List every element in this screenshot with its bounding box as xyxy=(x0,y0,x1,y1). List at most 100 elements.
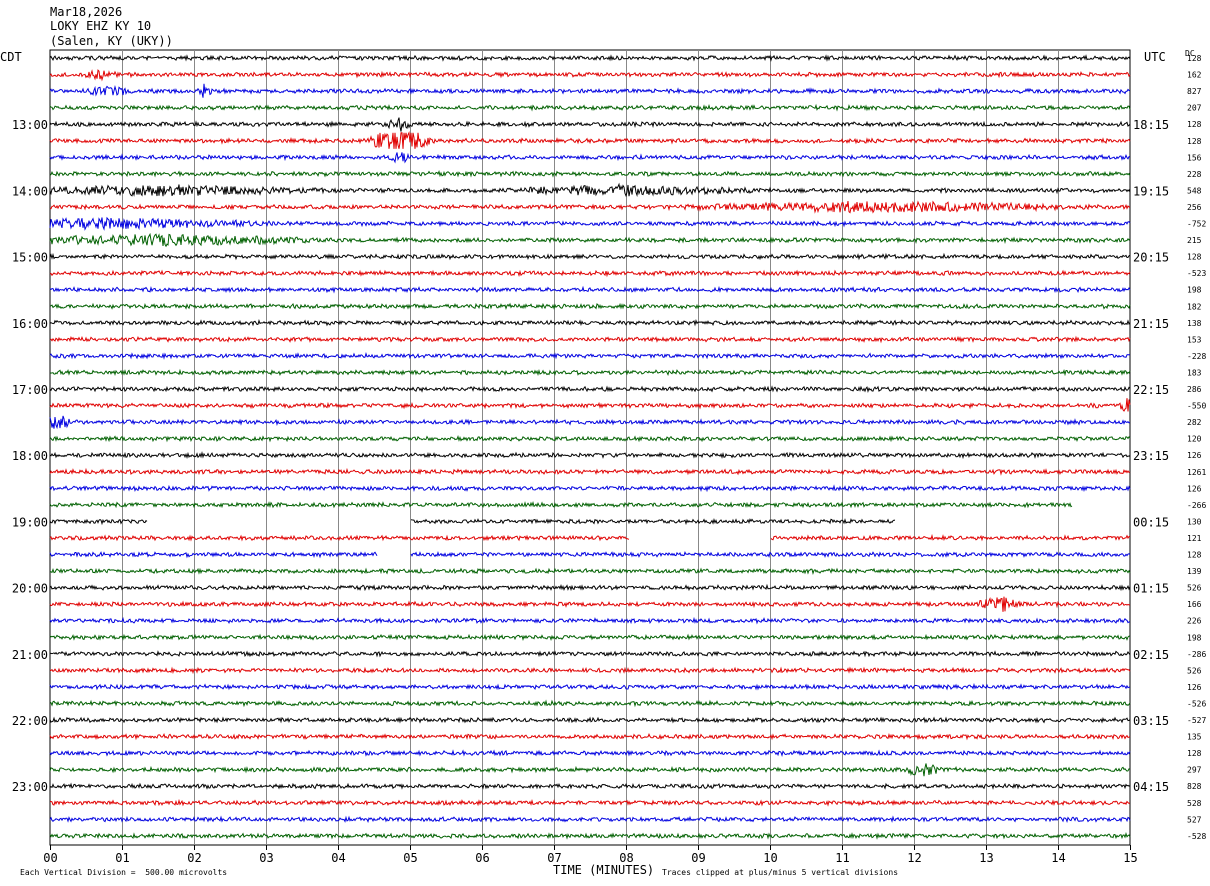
left-hour-label: 23:00 xyxy=(12,780,48,794)
header-date: Mar18,2026 xyxy=(50,5,123,19)
trace-row xyxy=(49,252,1131,261)
dc-label: DC xyxy=(1185,49,1195,58)
left-hour-label: 14:00 xyxy=(12,184,48,198)
dc-offset-label: 183 xyxy=(1187,368,1202,377)
dc-offset-label: 121 xyxy=(1187,534,1202,543)
trace-row xyxy=(49,435,1131,443)
right-hour-label: 18:15 xyxy=(1133,118,1169,132)
trace-row xyxy=(49,633,1131,641)
right-hour-label: 21:15 xyxy=(1133,317,1169,331)
trace-row xyxy=(49,699,1131,708)
dc-offset-label: -527 xyxy=(1187,716,1206,725)
trace-row xyxy=(49,517,896,526)
trace-row xyxy=(49,232,1131,248)
trace-row xyxy=(49,269,1131,278)
trace-row xyxy=(49,832,1131,840)
dc-offset-label: 228 xyxy=(1187,170,1202,179)
dc-offset-label: 128 xyxy=(1187,54,1202,63)
header-station: LOKY EHZ KY 10 xyxy=(50,19,152,33)
trace-row xyxy=(49,733,1131,741)
dc-offset-label: 153 xyxy=(1187,335,1202,344)
dc-offset-label: 226 xyxy=(1187,617,1202,626)
dc-offset-label: -550 xyxy=(1187,402,1206,411)
trace-row xyxy=(49,567,1131,576)
trace-row xyxy=(49,69,1131,82)
left-timezone-label: CDT xyxy=(0,50,22,64)
x-tick-label: 01 xyxy=(115,851,129,865)
x-tick-label: 03 xyxy=(259,851,273,865)
right-hour-label: 19:15 xyxy=(1133,184,1169,198)
right-hour-label: 02:15 xyxy=(1133,648,1169,662)
dc-offset-label: 827 xyxy=(1187,87,1202,96)
dc-offset-label: 128 xyxy=(1187,137,1202,146)
right-timezone-label: UTC xyxy=(1144,50,1166,64)
dc-offset-label: 135 xyxy=(1187,733,1202,742)
dc-offset-label: 128 xyxy=(1187,120,1202,129)
trace-row xyxy=(49,550,1131,559)
right-hour-label: 04:15 xyxy=(1133,780,1169,794)
x-tick-label: 04 xyxy=(331,851,345,865)
trace-row xyxy=(49,170,1131,178)
dc-offset-label: 198 xyxy=(1187,633,1202,642)
trace-row xyxy=(49,103,1131,112)
dc-offset-label: -286 xyxy=(1187,650,1206,659)
x-axis-label: TIME (MINUTES) xyxy=(553,863,655,877)
trace-row xyxy=(49,319,1131,327)
trace-row xyxy=(49,285,1131,294)
trace-row xyxy=(49,501,1073,509)
dc-offset-label: 128 xyxy=(1187,551,1202,560)
x-tick-label: 06 xyxy=(475,851,489,865)
trace-row xyxy=(49,596,1131,612)
dc-offset-label: 207 xyxy=(1187,104,1202,113)
scale-note: Each Vertical Division = 500.00 microvol… xyxy=(20,868,228,877)
trace-row xyxy=(49,131,1131,149)
x-tick-label: 12 xyxy=(907,851,921,865)
x-tick-label: 11 xyxy=(835,851,849,865)
dc-offset-label: 139 xyxy=(1187,567,1202,576)
right-hour-label: 20:15 xyxy=(1133,251,1169,265)
x-tick-label: 02 xyxy=(187,851,201,865)
left-hour-label: 18:00 xyxy=(12,449,48,463)
left-hour-label: 22:00 xyxy=(12,714,48,728)
trace-row xyxy=(49,54,1131,62)
dc-offset-label: -228 xyxy=(1187,352,1206,361)
trace-row xyxy=(49,533,1131,542)
x-tick-label: 10 xyxy=(763,851,777,865)
left-hour-label: 13:00 xyxy=(12,118,48,132)
dc-offset-label: 166 xyxy=(1187,600,1202,609)
trace-row xyxy=(49,451,1131,460)
trace-row xyxy=(49,182,1131,198)
dc-offset-label: 128 xyxy=(1187,253,1202,262)
trace-row xyxy=(49,815,1131,824)
dc-offset-label: 828 xyxy=(1187,782,1202,791)
plot-frame xyxy=(49,49,1131,846)
dc-offset-label: 215 xyxy=(1187,236,1202,245)
trace-row xyxy=(49,782,1131,790)
trace-row xyxy=(49,117,1131,132)
x-tick-label: 15 xyxy=(1123,851,1137,865)
trace-row xyxy=(49,352,1131,360)
header-location: (Salen, KY (UKY)) xyxy=(50,34,173,48)
dc-offset-label: -523 xyxy=(1187,269,1206,278)
left-hour-label: 19:00 xyxy=(12,515,48,529)
trace-row xyxy=(49,216,1131,231)
dc-offset-label: -526 xyxy=(1187,699,1206,708)
dc-offset-label: 138 xyxy=(1187,319,1202,328)
trace-row xyxy=(49,467,1131,476)
trace-row xyxy=(49,302,1131,310)
dc-offset-label: -528 xyxy=(1187,832,1206,841)
trace-row xyxy=(49,682,1130,691)
trace-row xyxy=(49,83,1131,98)
dc-offset-label: 527 xyxy=(1187,815,1202,824)
dc-offset-label: 282 xyxy=(1187,418,1202,427)
trace-row xyxy=(49,335,1131,344)
dc-offset-label: 1261 xyxy=(1187,468,1206,477)
right-hour-label: 22:15 xyxy=(1133,383,1169,397)
trace-row xyxy=(50,798,1131,807)
trace-row xyxy=(49,749,1131,758)
trace-row xyxy=(49,200,1131,214)
x-tick-label: 00 xyxy=(43,851,57,865)
dc-offset-label: 526 xyxy=(1187,584,1202,593)
dc-offset-label: 548 xyxy=(1187,186,1202,195)
